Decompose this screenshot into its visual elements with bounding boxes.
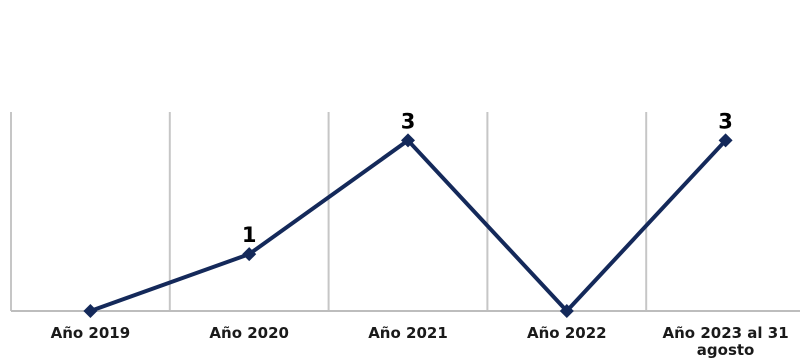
x-tick-label: Año 2019 [51,324,131,342]
grid-layer [10,112,800,312]
x-tick-label: Año 2022 [527,324,607,342]
data-label: 1 [242,223,257,247]
data-point-marker [559,304,574,318]
series-line [88,138,728,313]
tick-label-layer: Año 2019 Año 2020 Año 2021 Año 2022 Año 2023… [51,324,789,359]
x-tick-label: Año 2023 al 31 agosto [663,324,789,359]
data-point-marker [242,247,257,262]
marker-layer [83,133,733,318]
series-layer [88,138,728,313]
data-point-marker [401,133,415,148]
data-label: 3 [718,109,733,133]
data-point-marker [83,304,98,318]
data-label: 3 [401,109,416,133]
x-tick-label: Año 2020 [209,324,289,342]
data-point-marker [718,133,733,148]
data-label-layer: 1 3 3 [242,109,733,247]
x-tick-label: Año 2021 [368,324,448,342]
